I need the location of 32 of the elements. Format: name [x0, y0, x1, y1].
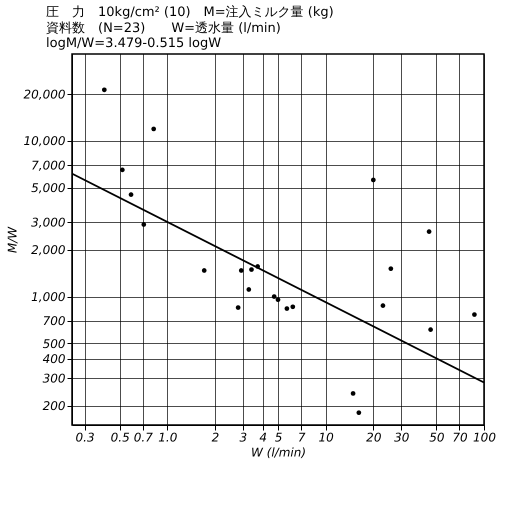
- x-tick-label: 0.5: [110, 430, 130, 444]
- x-tick-label: 1.0: [158, 430, 178, 444]
- y-axis-title: M/W: [6, 226, 20, 254]
- y-tick-label: 200: [42, 399, 66, 414]
- x-tick-label: 70: [452, 430, 468, 444]
- y-tick-label: 300: [42, 372, 66, 386]
- y-tick-label: 7,000: [31, 158, 66, 172]
- x-tick-label: 20: [366, 430, 382, 444]
- x-tick-label: 10: [318, 430, 334, 444]
- y-tick-label: 20,000: [24, 87, 66, 102]
- y-tick-label: 2,000: [31, 243, 66, 258]
- x-tick-label: 7: [298, 430, 306, 444]
- x-tick-label: 3: [240, 430, 248, 444]
- y-tick-label: 500: [42, 337, 66, 351]
- x-tick-label: 0.3: [75, 430, 95, 444]
- y-tick-label: 5,000: [31, 181, 66, 196]
- x-tick-label: 100: [473, 430, 496, 444]
- x-tick-label: 5: [274, 430, 282, 444]
- chart-title: 圧 力 10kg/cm² (10) M=注入ミルク量 (kg): [46, 5, 334, 20]
- y-tick-label: 400: [42, 352, 66, 366]
- x-tick-label: 50: [429, 430, 445, 444]
- y-tick-label: 1,000: [31, 290, 66, 304]
- y-tick-label: 10,000: [24, 134, 66, 148]
- x-tick-label: 4: [259, 430, 267, 444]
- x-tick-label: 30: [394, 430, 410, 444]
- x-axis-title: W (l/min): [250, 446, 306, 460]
- text: logM/W=3.479-0.515 logW: [46, 36, 222, 51]
- x-tick-label: 2: [212, 430, 220, 444]
- chart-subtitle: 資料数 (N=23) W=透水量 (l/min): [46, 21, 281, 36]
- y-tick-label: 3,000: [31, 216, 66, 230]
- y-tick-label: 700: [42, 314, 66, 328]
- x-tick-label: 0.7: [134, 430, 154, 444]
